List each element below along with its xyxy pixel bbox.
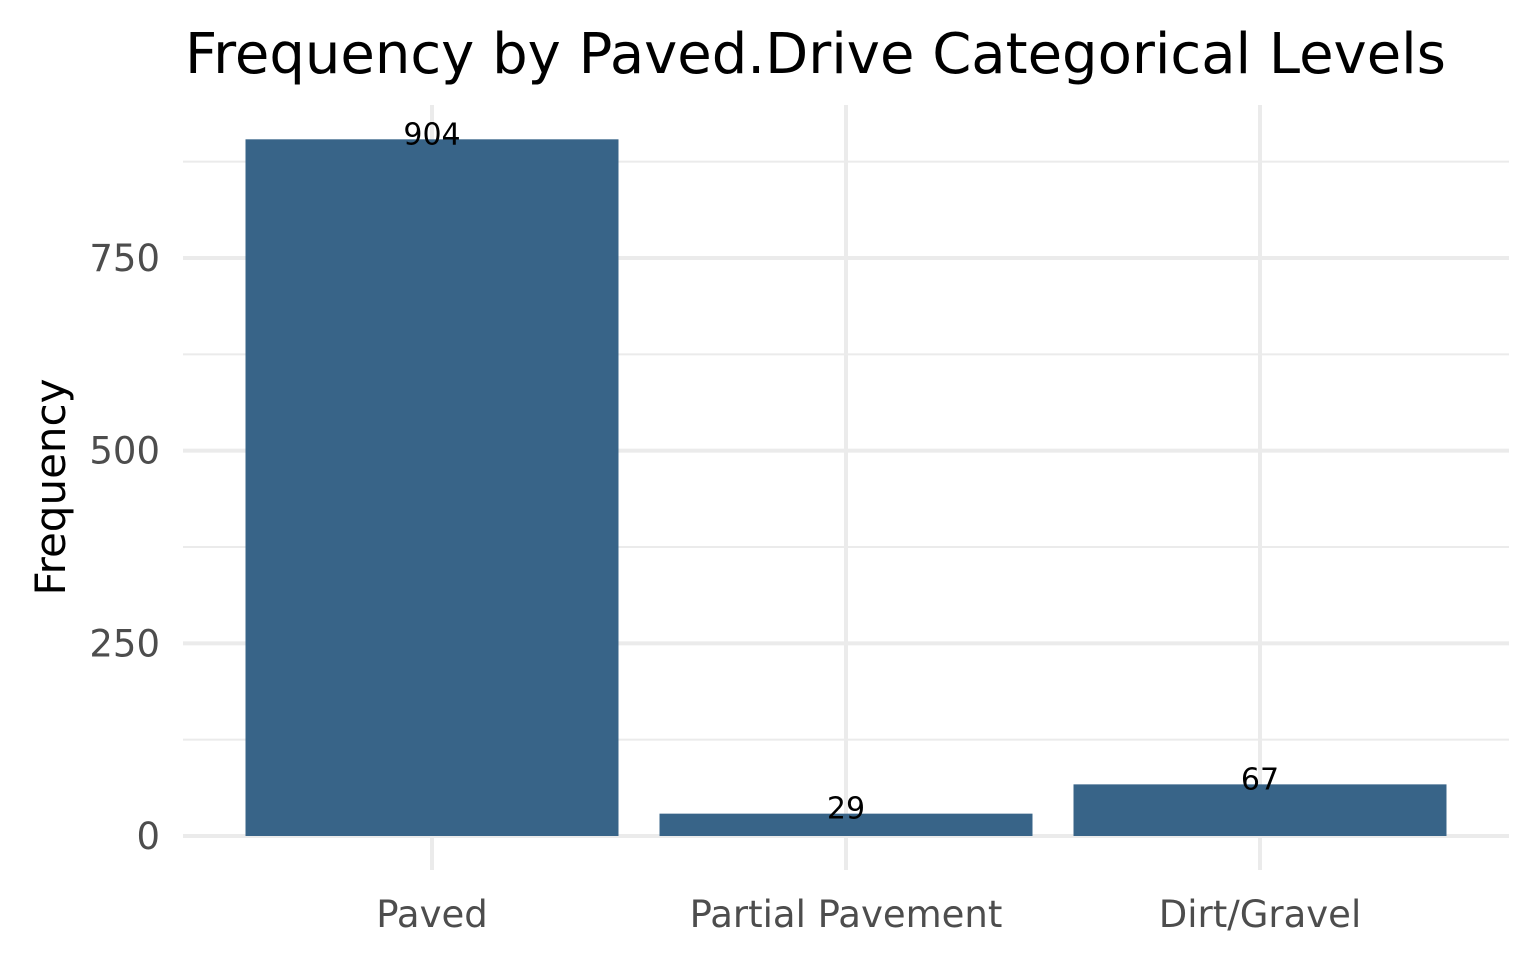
data-label: 904: [403, 117, 460, 152]
data-label: 29: [827, 792, 865, 827]
bars: [245, 139, 1447, 837]
bar-paved: [245, 139, 619, 837]
bar-partial-pavement: [659, 813, 1033, 836]
y-tick-label: 0: [136, 815, 160, 858]
y-axis-label: Frequency: [26, 379, 75, 596]
data-labels: 904 29 67: [403, 117, 1279, 826]
y-tick-label: 750: [89, 237, 160, 280]
x-tick-label: Dirt/Gravel: [1159, 893, 1361, 936]
x-tick-label: Paved: [376, 893, 487, 936]
y-axis-ticks: 0 250 500 750: [89, 237, 160, 858]
x-axis-ticks: Paved Partial Pavement Dirt/Gravel: [376, 893, 1361, 936]
chart-title: Frequency by Paved.Drive Categorical Lev…: [185, 22, 1446, 87]
y-tick-label: 250: [89, 622, 160, 665]
x-tick-label: Partial Pavement: [690, 893, 1003, 936]
y-tick-label: 500: [89, 430, 160, 473]
data-label: 67: [1241, 762, 1279, 797]
bar-dirt-gravel: [1073, 784, 1447, 836]
